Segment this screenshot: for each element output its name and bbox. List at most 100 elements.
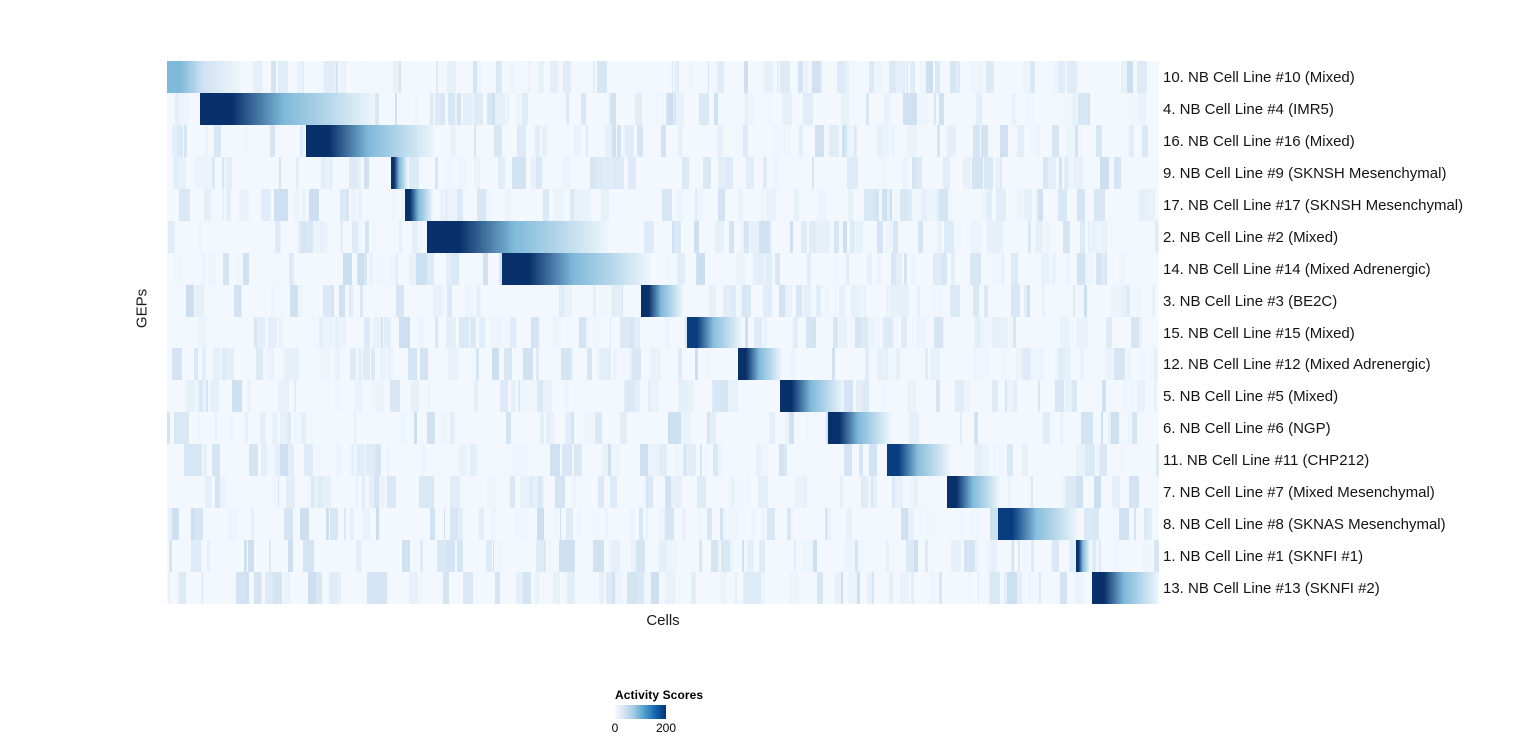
heatmap-cell-band — [264, 284, 269, 317]
heatmap-cell-band — [834, 572, 841, 604]
heatmap-row — [167, 412, 1159, 445]
row-label: 6. NB Cell Line #6 (NGP) — [1163, 420, 1331, 438]
heatmap-cell-band — [807, 252, 811, 285]
heatmap-cell-band — [923, 476, 931, 509]
heatmap-cell-band — [1087, 220, 1090, 253]
heatmap-cell-band — [542, 188, 550, 221]
heatmap-cell-band — [884, 348, 888, 381]
heatmap-cell-band — [988, 540, 997, 573]
heatmap-cell-band — [414, 92, 419, 125]
heatmap-cell-band — [667, 61, 671, 93]
heatmap-cell-band — [815, 124, 824, 157]
heatmap-cell-band — [858, 92, 862, 125]
heatmap-cell-band — [906, 188, 917, 221]
colorbar-title: Activity Scores — [615, 688, 704, 702]
heatmap-cell-band — [426, 380, 432, 413]
heatmap-cell-band — [797, 61, 804, 93]
heatmap-cell-band — [506, 92, 510, 125]
heatmap-cell-band — [212, 444, 221, 477]
heatmap-cell-band — [1120, 92, 1132, 125]
heatmap-cell-band — [699, 92, 710, 125]
heatmap-cell-band — [609, 476, 618, 509]
heatmap-cell-band — [629, 508, 635, 541]
heatmap-cell-band — [642, 508, 646, 541]
heatmap-cell-band — [770, 188, 778, 221]
row-label: 5. NB Cell Line #5 (Mixed) — [1163, 388, 1339, 406]
heatmap-cell-band — [1006, 572, 1018, 604]
heatmap-activity-block — [827, 412, 892, 445]
heatmap-cell-band — [859, 444, 864, 477]
heatmap-cell-band — [617, 156, 625, 189]
heatmap-cell-band — [885, 540, 895, 573]
heatmap-cell-band — [643, 220, 655, 253]
heatmap-cell-band — [1050, 540, 1056, 573]
colorbar-tick-label: 200 — [655, 721, 677, 735]
heatmap-cell-band — [261, 444, 271, 477]
heatmap-cell-band — [985, 61, 994, 93]
heatmap-cell-band — [1052, 540, 1059, 573]
heatmap-cell-band — [908, 124, 918, 157]
heatmap-cell-band — [567, 572, 576, 604]
heatmap-cell-band — [1059, 412, 1064, 445]
heatmap-grid[interactable] — [167, 61, 1159, 604]
heatmap-cell-band — [764, 61, 773, 93]
heatmap-cell-band — [849, 444, 853, 477]
heatmap-cell-band — [371, 572, 382, 604]
heatmap-cell-band — [1008, 316, 1013, 349]
heatmap-cell-band — [421, 444, 427, 477]
heatmap-cell-band — [893, 188, 899, 221]
heatmap-cell-band — [688, 444, 696, 477]
heatmap-cell-band — [219, 476, 229, 509]
heatmap-cell-band — [447, 61, 456, 93]
heatmap-cell-band — [741, 220, 745, 253]
heatmap-cell-band — [597, 348, 601, 381]
heatmap-cell-band — [868, 316, 876, 349]
heatmap-cell-band — [930, 348, 941, 381]
heatmap-cell-band — [210, 380, 219, 413]
heatmap-cell-band — [848, 156, 854, 189]
heatmap-cell-band — [253, 316, 258, 349]
heatmap-cell-band — [728, 220, 734, 253]
heatmap-cell-band — [215, 124, 221, 157]
heatmap-cell-band — [634, 572, 644, 604]
heatmap-cell-band — [758, 540, 766, 573]
heatmap-cell-band — [602, 444, 608, 477]
heatmap-cell-band — [316, 572, 323, 604]
heatmap-cell-band — [744, 572, 753, 604]
heatmap-cell-band — [596, 124, 600, 157]
heatmap-cell-band — [207, 380, 216, 413]
heatmap-cell-band — [1140, 188, 1151, 221]
heatmap-cell-band — [671, 220, 677, 253]
heatmap-cell-band — [1156, 444, 1159, 477]
heatmap-cell-band — [171, 348, 182, 381]
heatmap-cell-band — [1112, 284, 1121, 317]
heatmap-cell-band — [771, 124, 779, 157]
heatmap-cell-band — [885, 348, 897, 381]
heatmap-cell-band — [852, 284, 864, 317]
heatmap-cell-band — [363, 348, 371, 381]
heatmap-cell-band — [216, 444, 220, 477]
row-label-list: 10. NB Cell Line #10 (Mixed) 4. NB Cell L… — [1163, 61, 1533, 604]
row-label: 13. NB Cell Line #13 (SKNFI #2) — [1163, 580, 1380, 598]
heatmap-cell-band — [718, 156, 726, 189]
heatmap-cell-band — [268, 316, 277, 349]
heatmap-cell-band — [530, 316, 539, 349]
heatmap-cell-band — [580, 348, 588, 381]
heatmap-cell-band — [897, 284, 907, 317]
heatmap-cell-band — [368, 316, 371, 349]
heatmap-cell-band — [410, 412, 414, 445]
heatmap-cell-band — [660, 508, 666, 541]
heatmap-cell-band — [522, 508, 530, 541]
heatmap-cell-band — [1035, 220, 1043, 253]
heatmap-cell-band — [873, 316, 880, 349]
heatmap-cell-band — [768, 220, 772, 253]
heatmap-row — [167, 508, 1159, 541]
heatmap-cell-band — [355, 220, 362, 253]
heatmap-cell-band — [564, 412, 568, 445]
heatmap-cell-band — [1058, 61, 1065, 93]
heatmap-cell-band — [688, 476, 693, 509]
heatmap-cell-band — [724, 156, 733, 189]
heatmap-cell-band — [865, 92, 869, 125]
heatmap-cell-band — [1020, 348, 1028, 381]
heatmap-cell-band — [690, 284, 699, 317]
